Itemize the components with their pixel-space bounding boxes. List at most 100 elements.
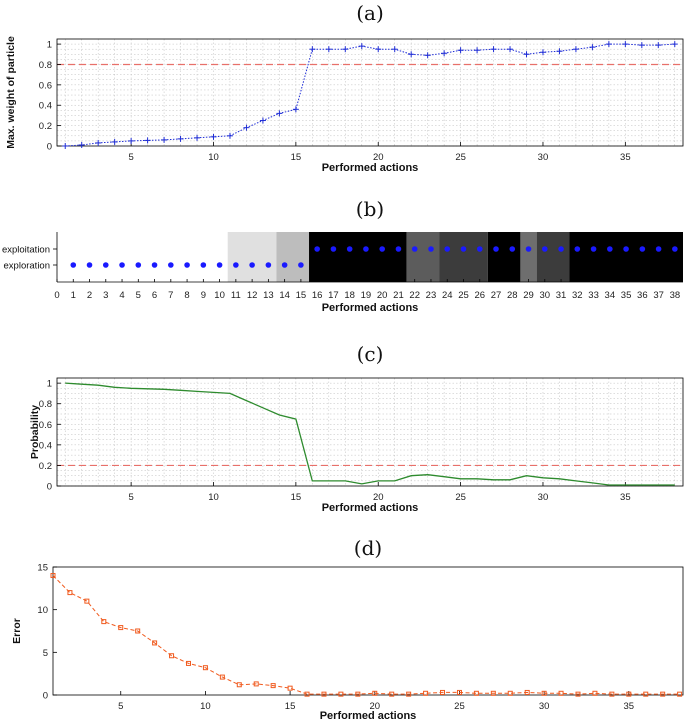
x-tick-label: 1 xyxy=(71,290,76,301)
state-point-36 xyxy=(639,246,646,252)
state-band-2 xyxy=(309,232,407,282)
y-tick-label: 0.2 xyxy=(39,461,52,472)
data-point-6 xyxy=(144,137,151,144)
x-tick-label: 16 xyxy=(312,290,323,301)
x-tick-label: 24 xyxy=(442,290,453,301)
y-tick-label: 5 xyxy=(43,648,48,659)
x-tick-label: 30 xyxy=(538,152,549,163)
x-axis-label: Performed actions xyxy=(322,302,419,314)
data-point-15 xyxy=(287,685,293,691)
x-tick-label: 0 xyxy=(54,290,59,301)
data-point-26 xyxy=(473,690,479,696)
plot-frame xyxy=(56,377,684,487)
data-point-4 xyxy=(111,138,118,145)
x-tick-label: 10 xyxy=(200,701,211,712)
state-point-13 xyxy=(265,262,272,268)
x-tick-label: 5 xyxy=(128,492,133,503)
x-tick-label: 35 xyxy=(620,492,631,503)
x-tick-label: 28 xyxy=(507,290,518,301)
data-point-14 xyxy=(270,683,276,689)
x-tick-label: 15 xyxy=(296,290,307,301)
state-point-25 xyxy=(460,246,467,252)
chart-panel-0: (a) 5 10 15 20 25 30 35 0 0.2 0.4 0.6 0.8 1 Performed … xyxy=(5,1,684,174)
state-point-2 xyxy=(86,262,93,268)
data-point-8 xyxy=(177,135,184,142)
data-point-29 xyxy=(524,689,530,695)
data-point-14 xyxy=(276,110,283,117)
x-tick-label: 34 xyxy=(605,290,616,301)
plot-frame xyxy=(56,38,684,147)
data-point-1 xyxy=(62,143,69,149)
data-point-23 xyxy=(423,690,429,696)
state-point-10 xyxy=(216,262,223,268)
state-point-7 xyxy=(168,262,174,268)
state-point-34 xyxy=(607,246,613,252)
x-tick-label: 10 xyxy=(208,492,219,503)
state-point-30 xyxy=(541,246,548,252)
data-point-6 xyxy=(135,628,141,634)
x-tick-label: 23 xyxy=(426,290,437,301)
data-point-22 xyxy=(408,51,415,58)
data-point-7 xyxy=(161,136,168,143)
x-tick-label: 8 xyxy=(184,290,189,301)
y-tick-label: 0.8 xyxy=(39,399,52,410)
data-point-34 xyxy=(609,691,615,697)
chart-panel-2: (c) 5 10 15 20 25 30 35 0 0.2 0.4 0.6 0.8 1 Performed … xyxy=(29,342,684,514)
y-axis-label: Probability xyxy=(29,405,41,459)
x-tick-label: 25 xyxy=(458,290,469,301)
x-tick-label: 32 xyxy=(572,290,583,301)
data-point-19 xyxy=(355,691,361,697)
data-point-12 xyxy=(236,682,242,688)
data-point-35 xyxy=(622,41,629,48)
data-point-30 xyxy=(541,690,547,696)
state-point-20 xyxy=(379,246,385,252)
data-point-20 xyxy=(372,690,378,696)
x-tick-label: 17 xyxy=(328,290,339,301)
state-point-15 xyxy=(298,262,304,268)
data-point-38 xyxy=(671,41,678,48)
y-axis-label: Error xyxy=(11,618,23,644)
y-tick-label: 1 xyxy=(47,40,52,51)
x-tick-label: 15 xyxy=(291,492,302,503)
y-tick-label: 0.2 xyxy=(39,121,52,132)
data-point-22 xyxy=(406,691,412,697)
state-point-3 xyxy=(102,262,109,268)
data-point-24 xyxy=(440,689,446,695)
y-tick-label: 0.4 xyxy=(39,101,52,112)
state-point-5 xyxy=(135,262,142,268)
y-tick-label: 10 xyxy=(37,605,48,616)
state-point-29 xyxy=(525,246,532,252)
x-tick-label: 38 xyxy=(670,290,681,301)
data-point-19 xyxy=(358,43,365,50)
x-tick-label: 2 xyxy=(87,290,92,301)
data-point-11 xyxy=(226,132,233,139)
state-band-6 xyxy=(520,232,537,282)
panel-letter: (a) xyxy=(356,1,384,25)
x-tick-label: 5 xyxy=(136,290,141,301)
x-tick-label: 13 xyxy=(263,290,274,301)
x-tick-label: 10 xyxy=(214,290,225,301)
data-point-18 xyxy=(338,691,344,697)
state-point-6 xyxy=(151,262,158,268)
data-point-9 xyxy=(194,134,201,141)
data-point-7 xyxy=(152,640,158,646)
data-point-29 xyxy=(523,51,530,58)
data-point-10 xyxy=(210,133,217,140)
data-point-23 xyxy=(424,52,431,59)
data-point-13 xyxy=(253,681,259,687)
x-tick-label: 31 xyxy=(556,290,567,301)
x-tick-label: 11 xyxy=(231,290,241,301)
y-tick-label: 0 xyxy=(47,482,52,493)
state-point-35 xyxy=(623,246,629,252)
y-tick-label: 1 xyxy=(47,379,52,390)
data-point-31 xyxy=(558,690,564,696)
data-point-26 xyxy=(474,47,481,54)
state-point-24 xyxy=(444,246,451,252)
x-tick-label: 22 xyxy=(409,290,420,301)
state-point-8 xyxy=(184,262,190,268)
x-tick-label: 37 xyxy=(653,290,664,301)
data-point-5 xyxy=(128,137,135,144)
state-point-14 xyxy=(281,262,288,268)
data-point-17 xyxy=(325,46,332,53)
